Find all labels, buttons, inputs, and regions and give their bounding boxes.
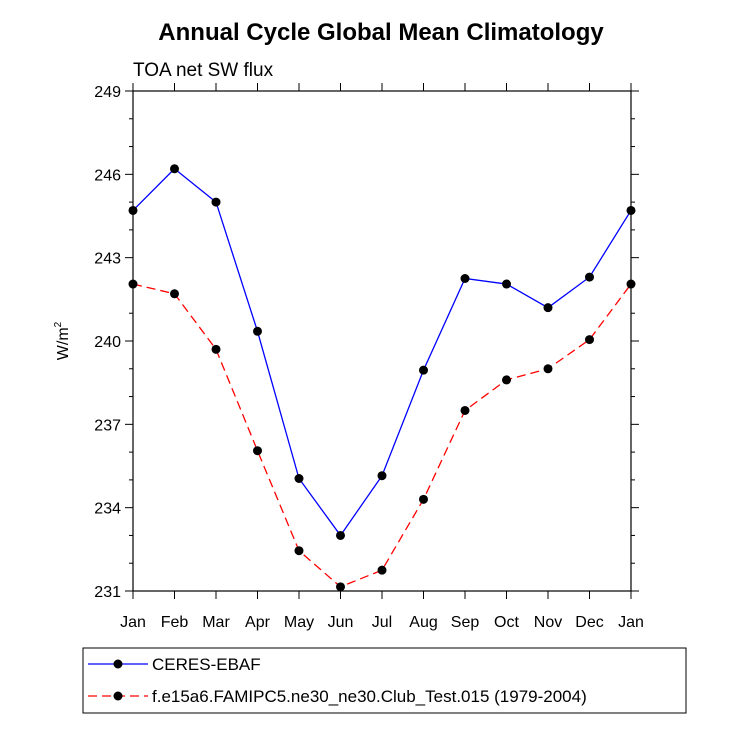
data-point-series-1 xyxy=(253,326,262,336)
y-tick-label: 234 xyxy=(94,501,121,518)
x-tick-label: Dec xyxy=(575,614,603,631)
data-point-series-1 xyxy=(419,365,428,375)
data-point-series-1 xyxy=(294,474,304,483)
legend: CERES-EBAF f.e15a6.FAMIPC5.ne30_ne30.Club… xyxy=(82,647,687,714)
data-point-series-2 xyxy=(294,546,304,556)
data-point-series-2 xyxy=(585,335,594,345)
y-tick-label: 240 xyxy=(94,334,121,351)
data-point-series-1 xyxy=(460,274,470,283)
data-point-series-1 xyxy=(543,303,553,313)
y-axis-label-superscript: 2 xyxy=(53,321,64,327)
plot-frame xyxy=(132,90,632,592)
legend-box xyxy=(82,647,687,714)
legend-label-1: CERES-EBAF xyxy=(152,655,261,674)
x-tick-label: Jan xyxy=(618,614,644,631)
x-tick-label: Apr xyxy=(245,614,271,631)
legend-marker-1 xyxy=(113,659,123,669)
legend-marker-2 xyxy=(113,691,123,701)
data-point-series-1 xyxy=(502,279,511,289)
x-tick-label: Sep xyxy=(451,614,480,631)
y-tick-label: 246 xyxy=(94,167,121,184)
data-point-series-2 xyxy=(253,446,262,456)
x-tick-label: Aug xyxy=(409,614,437,631)
plot-axes: 231 234 237 240 243 246 249 Jan Feb Mar Apr May Jun J… xyxy=(53,83,644,631)
y-tick-label: 231 xyxy=(94,584,121,601)
data-point-series-1 xyxy=(336,530,345,540)
series-line-2 xyxy=(132,283,632,588)
x-tick-label: Jun xyxy=(328,614,354,631)
data-point-series-2 xyxy=(419,494,428,504)
data-point-series-2 xyxy=(336,582,345,592)
x-tick-label: May xyxy=(284,614,314,631)
series-layer xyxy=(128,164,636,592)
data-point-series-2 xyxy=(502,375,511,385)
data-point-series-1 xyxy=(128,205,138,215)
x-tick-label: Feb xyxy=(161,614,189,631)
data-point-series-2 xyxy=(460,405,470,415)
x-tick-label: Jan xyxy=(120,614,146,631)
y-tick-label: 243 xyxy=(94,251,121,268)
chart-title: Annual Cycle Global Mean Climatology xyxy=(158,19,604,46)
data-point-series-2 xyxy=(543,364,553,374)
data-point-series-2 xyxy=(377,565,387,575)
data-point-series-2 xyxy=(128,279,138,289)
data-point-series-1 xyxy=(170,164,179,174)
legend-label-2: f.e15a6.FAMIPC5.ne30_ne30.Club_Test.015 … xyxy=(152,687,587,706)
data-point-series-2 xyxy=(170,289,179,299)
x-tick-label: Mar xyxy=(202,614,230,631)
y-axis-label-text: W/m xyxy=(55,327,72,360)
data-point-series-1 xyxy=(626,205,636,215)
data-point-series-1 xyxy=(377,471,387,481)
x-tick-label: Nov xyxy=(534,614,562,631)
y-tick-label: 237 xyxy=(94,417,121,434)
data-point-series-2 xyxy=(211,344,221,354)
data-point-series-1 xyxy=(211,197,221,207)
data-point-series-2 xyxy=(626,279,636,289)
chart-subtitle: TOA net SW flux xyxy=(133,60,274,81)
data-point-series-1 xyxy=(585,272,594,282)
y-tick-label: 249 xyxy=(94,84,121,101)
x-tick-label: Jul xyxy=(372,614,392,631)
y-axis-label: W/m2 xyxy=(53,321,72,360)
series-line-1 xyxy=(132,167,632,537)
x-tick-label: Oct xyxy=(494,614,519,631)
